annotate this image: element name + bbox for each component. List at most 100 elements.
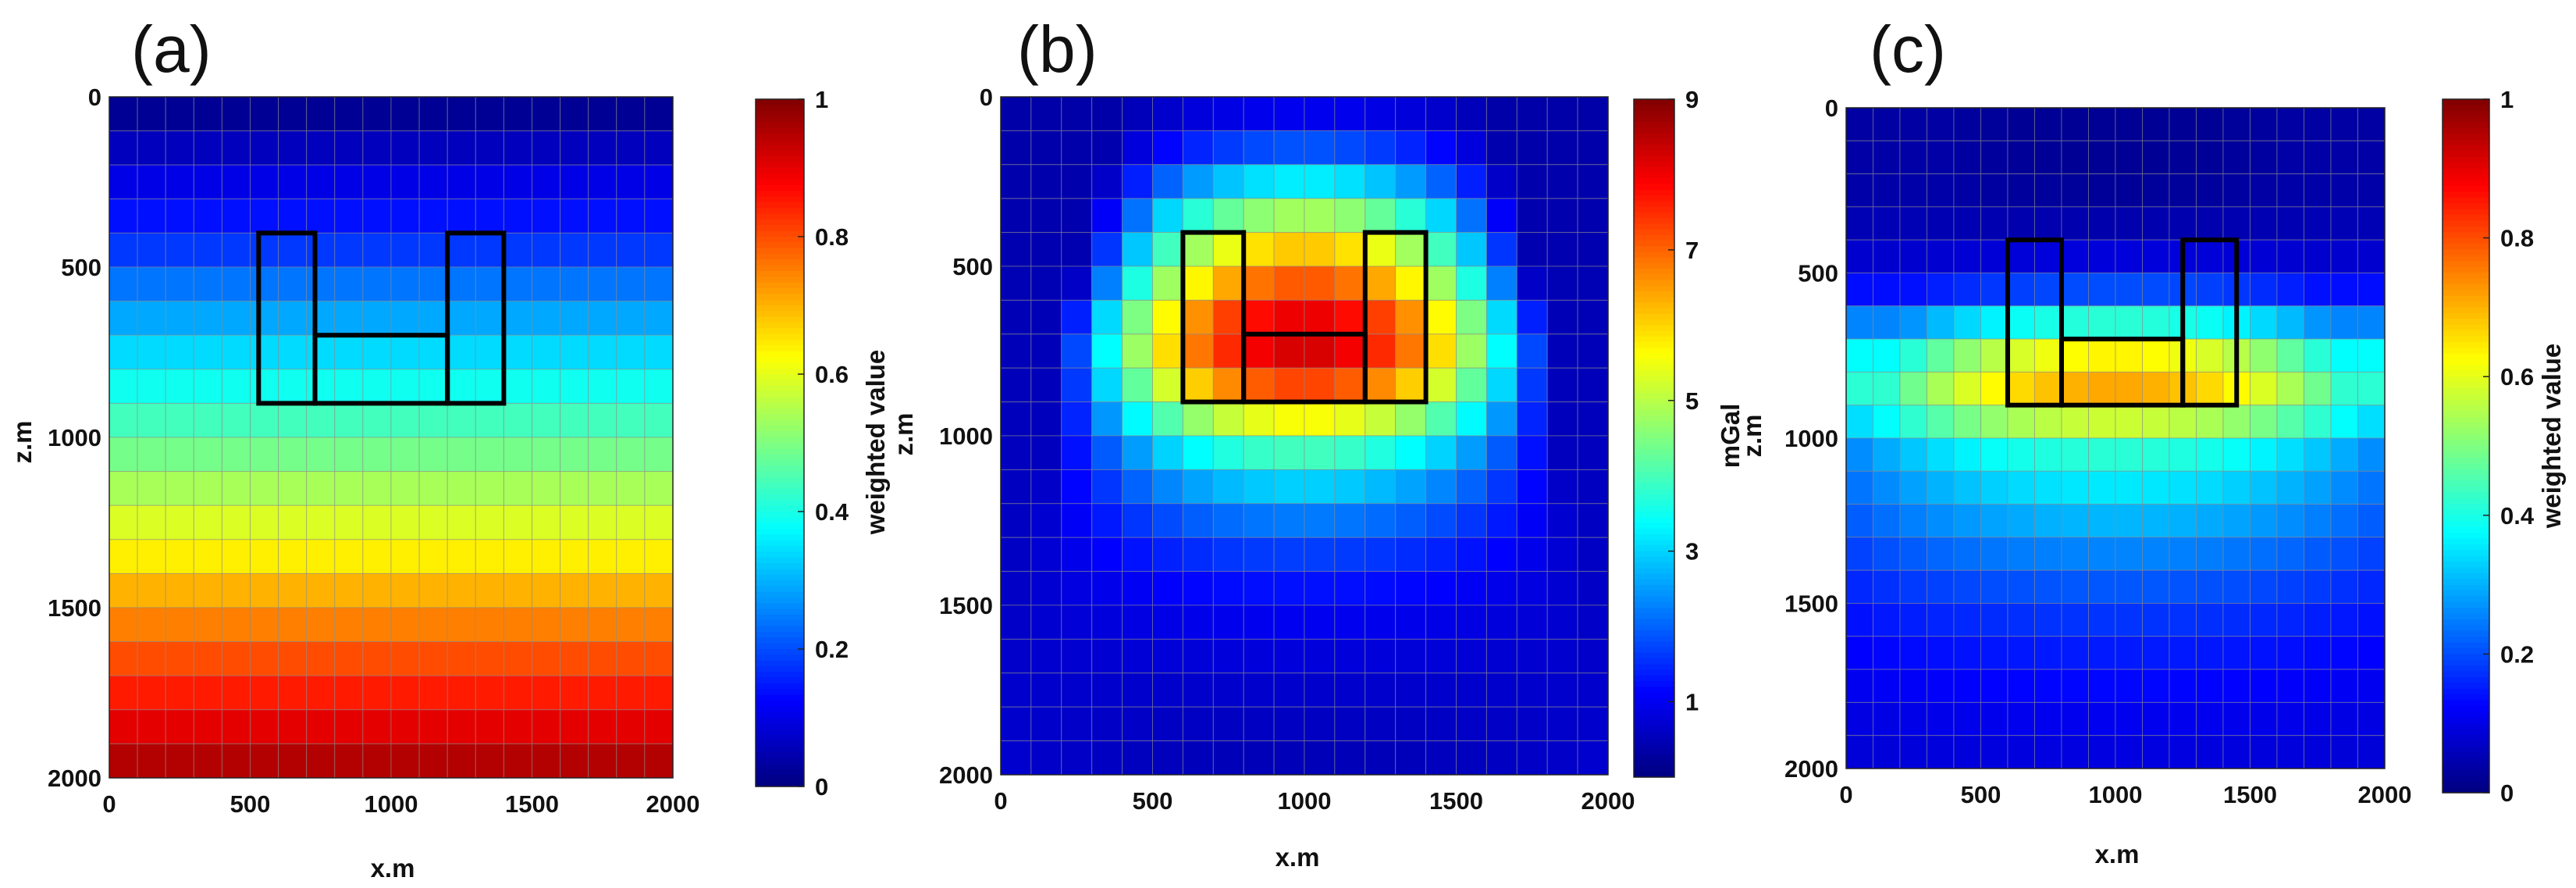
heatmap-cell: [1182, 198, 1214, 234]
heatmap-cell: [1364, 299, 1397, 335]
heatmap-cell: [2061, 669, 2089, 703]
heatmap-cell: [165, 437, 194, 473]
heatmap-cell: [1577, 469, 1609, 505]
heatmap-cell: [1425, 706, 1457, 742]
heatmap-cell: [1873, 701, 1901, 736]
heatmap-cell: [2142, 669, 2170, 703]
heatmap-cell: [616, 709, 646, 744]
colorbar-step: [1634, 262, 1674, 269]
heatmap-cell: [1456, 604, 1487, 640]
panel-b-label: (b): [1017, 12, 1098, 86]
colorbar-step: [1634, 370, 1674, 377]
heatmap-cell: [1061, 164, 1093, 199]
heatmap-cell: [2357, 371, 2386, 406]
heatmap-cell: [503, 709, 533, 744]
heatmap-cell: [1334, 706, 1366, 742]
colorbar-step: [2443, 290, 2489, 297]
heatmap-cell: [1899, 636, 1927, 670]
colorbar-tick-label: 0: [2500, 779, 2514, 807]
heatmap-cell: [1899, 537, 1927, 571]
heatmap-cell: [418, 675, 448, 711]
heatmap-cell: [1425, 367, 1457, 403]
heatmap-cell: [1243, 638, 1275, 674]
heatmap-cell: [1953, 470, 1981, 505]
colorbar-step: [1634, 155, 1674, 162]
colorbar-frame: [1633, 98, 1675, 778]
colorbar-step: [756, 643, 804, 650]
heatmap-cell: [2169, 735, 2197, 769]
heatmap-cell: [1953, 636, 1981, 670]
heatmap-cell: [2196, 107, 2224, 141]
heatmap-cell: [2330, 735, 2358, 769]
heatmap-cell: [1546, 96, 1578, 131]
heatmap-cell: [1152, 469, 1183, 505]
heatmap-cell: [250, 437, 279, 473]
heatmap-cell: [2250, 537, 2278, 571]
heatmap-cell: [1953, 338, 1981, 373]
heatmap-cell: [1516, 266, 1548, 301]
heatmap-cell: [1273, 503, 1305, 538]
heatmap-cell: [334, 539, 364, 574]
heatmap-cell: [1212, 96, 1244, 131]
heatmap-cell: [1873, 273, 1901, 307]
heatmap-cell: [1425, 401, 1457, 437]
heatmap-cell: [616, 232, 646, 268]
heatmap-cell: [1845, 140, 1873, 175]
heatmap-cell: [1061, 604, 1093, 640]
heatmap-cell: [2304, 537, 2332, 571]
heatmap-cell: [1364, 537, 1397, 572]
colorbar-step: [756, 265, 804, 272]
heatmap-cell: [1212, 638, 1244, 674]
heatmap-cell: [1485, 198, 1517, 234]
colorbar-step: [1634, 404, 1674, 411]
heatmap-cell: [1212, 367, 1244, 403]
heatmap-cell: [390, 402, 420, 438]
heatmap-cell: [1546, 164, 1578, 199]
heatmap-cell: [1425, 333, 1457, 369]
heatmap-cell: [1425, 164, 1457, 199]
heatmap-cell: [2250, 273, 2278, 307]
colorbar-step: [2443, 446, 2489, 452]
heatmap-cell: [250, 402, 279, 438]
heatmap-cell: [1030, 571, 1062, 606]
heatmap-cell: [447, 232, 476, 268]
heatmap-cell: [1546, 401, 1578, 437]
heatmap-cell: [2034, 273, 2062, 307]
heatmap-cell: [2276, 735, 2304, 769]
heatmap-cell: [1091, 266, 1123, 301]
heatmap-cell: [2007, 206, 2035, 241]
y-tick-label: 2000: [939, 761, 993, 789]
heatmap-cell: [1122, 435, 1153, 470]
heatmap-cell: [2088, 470, 2116, 505]
heatmap-cell: [1953, 140, 1981, 175]
heatmap-cell: [2007, 537, 2035, 571]
heatmap-cell: [588, 572, 617, 608]
colorbar-step: [1634, 494, 1674, 501]
heatmap-cell: [390, 505, 420, 540]
heatmap-cell: [1212, 130, 1244, 166]
colorbar-step: [2443, 746, 2489, 753]
heatmap-cell: [1182, 333, 1214, 369]
heatmap-cell: [560, 607, 589, 643]
heatmap-cell: [644, 709, 674, 744]
heatmap-cell: [2061, 273, 2089, 307]
heatmap-cell: [2061, 437, 2089, 472]
heatmap-cell: [362, 709, 392, 744]
colorbar-step: [1634, 748, 1674, 755]
colorbar-frame: [755, 98, 805, 787]
heatmap-cell: [1243, 266, 1275, 301]
heatmap-cell: [2357, 239, 2386, 274]
heatmap-cell: [1152, 740, 1183, 776]
heatmap-cell: [1364, 401, 1397, 437]
colorbar-step: [756, 99, 804, 105]
heatmap-cell: [2061, 305, 2089, 340]
heatmap-cell: [418, 709, 448, 744]
heatmap-cell: [306, 675, 336, 711]
heatmap-cell: [1212, 469, 1244, 505]
heatmap-cell: [1546, 299, 1578, 335]
heatmap-cell: [1927, 107, 1955, 141]
panel-c-model-outline: [2005, 237, 2240, 408]
heatmap-cell: [278, 334, 308, 370]
y-tick-label: 1000: [48, 424, 101, 451]
panel-b-model-outline: [1180, 230, 1429, 405]
